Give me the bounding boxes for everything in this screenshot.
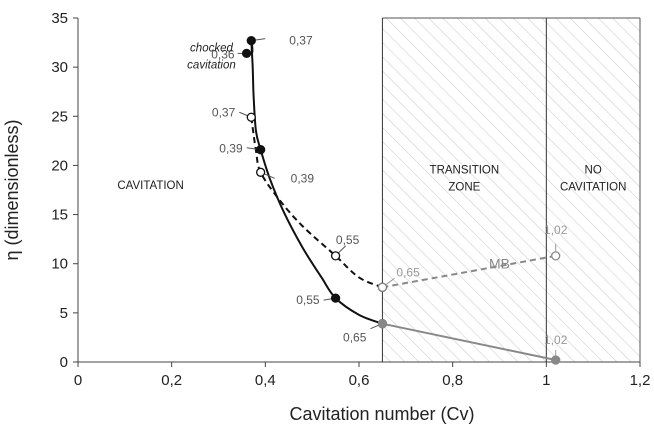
value-annotation: 0,55 bbox=[336, 233, 360, 247]
value-annotation: 1,02 bbox=[544, 333, 568, 347]
choked-cavitation-label: cavitation bbox=[187, 59, 236, 71]
y-tick-label: 20 bbox=[51, 157, 68, 174]
series-3-point-0 bbox=[377, 319, 388, 329]
y-tick-label: 0 bbox=[60, 354, 68, 371]
y-tick-label: 10 bbox=[51, 256, 68, 273]
region-1 bbox=[546, 18, 640, 362]
series-2-point-0 bbox=[377, 282, 388, 292]
value-annotation: 0,39 bbox=[291, 171, 315, 185]
region-0 bbox=[382, 18, 547, 362]
y-tick-label: 25 bbox=[51, 108, 68, 125]
series-0-point-1 bbox=[246, 35, 256, 46]
region-label: TRANSITION bbox=[430, 164, 500, 176]
series-0-point-3 bbox=[330, 293, 341, 303]
y-tick-label: 5 bbox=[60, 305, 68, 322]
series-0-point-0 bbox=[241, 48, 252, 59]
value-annotation: 0,37 bbox=[212, 105, 236, 119]
series-1-point-2 bbox=[330, 251, 341, 261]
value-annotation: 0,65 bbox=[396, 265, 420, 279]
x-tick-label: 1,2 bbox=[630, 372, 651, 389]
series-3-line bbox=[382, 322, 556, 362]
value-annotation: 0,55 bbox=[296, 293, 320, 307]
text-labels: 0,37 0,36 0,37 0,39 0,39 0,55 0,55 0,65 0,65 1,02… bbox=[117, 34, 626, 347]
value-annotation: 0,37 bbox=[289, 34, 313, 48]
y-tick-label: 15 bbox=[51, 207, 68, 224]
x-tick-label: 0 bbox=[74, 372, 82, 389]
x-tick-label: 1 bbox=[542, 372, 550, 389]
cavitation-label: CAVITATION bbox=[117, 180, 183, 192]
x-tick-label: 0,6 bbox=[349, 372, 370, 389]
series-0-line bbox=[246, 39, 383, 325]
series-1-point-0 bbox=[246, 112, 256, 122]
region-label: CAVITATION bbox=[560, 181, 626, 193]
value-annotation: 0,36 bbox=[211, 47, 235, 61]
x-tick-label: 0,2 bbox=[161, 372, 182, 389]
region-label: NO bbox=[585, 164, 602, 176]
value-annotation: 0,65 bbox=[343, 331, 367, 345]
value-annotation: 0,39 bbox=[219, 142, 243, 156]
series-0-point-2 bbox=[255, 145, 266, 155]
series-1-line bbox=[250, 117, 383, 289]
series-3-point-1 bbox=[551, 355, 561, 365]
choked-cavitation-label: chocked bbox=[190, 42, 233, 54]
x-tick-label: 0,8 bbox=[442, 372, 463, 389]
shaded-regions bbox=[382, 18, 640, 362]
x-tick-label: 0,4 bbox=[255, 372, 276, 389]
y-tick-label: 35 bbox=[51, 10, 68, 27]
y-tick-label: 30 bbox=[51, 59, 68, 76]
series-2-point-1 bbox=[551, 251, 561, 261]
series-1-point-1 bbox=[255, 167, 266, 177]
markers bbox=[241, 35, 561, 365]
axes: 0 0,2 0,4 0,6 0,8 1 1,2 0 5 10 15 20 25 30 35 bbox=[51, 10, 650, 389]
region-label: ZONE bbox=[448, 181, 480, 193]
value-annotation: 1,02 bbox=[544, 223, 568, 237]
x-axis-title: Cavitation number (Cv) bbox=[289, 404, 474, 424]
y-axis-title: η (dimensionless) bbox=[2, 119, 22, 260]
mb-label: MB bbox=[489, 256, 510, 272]
